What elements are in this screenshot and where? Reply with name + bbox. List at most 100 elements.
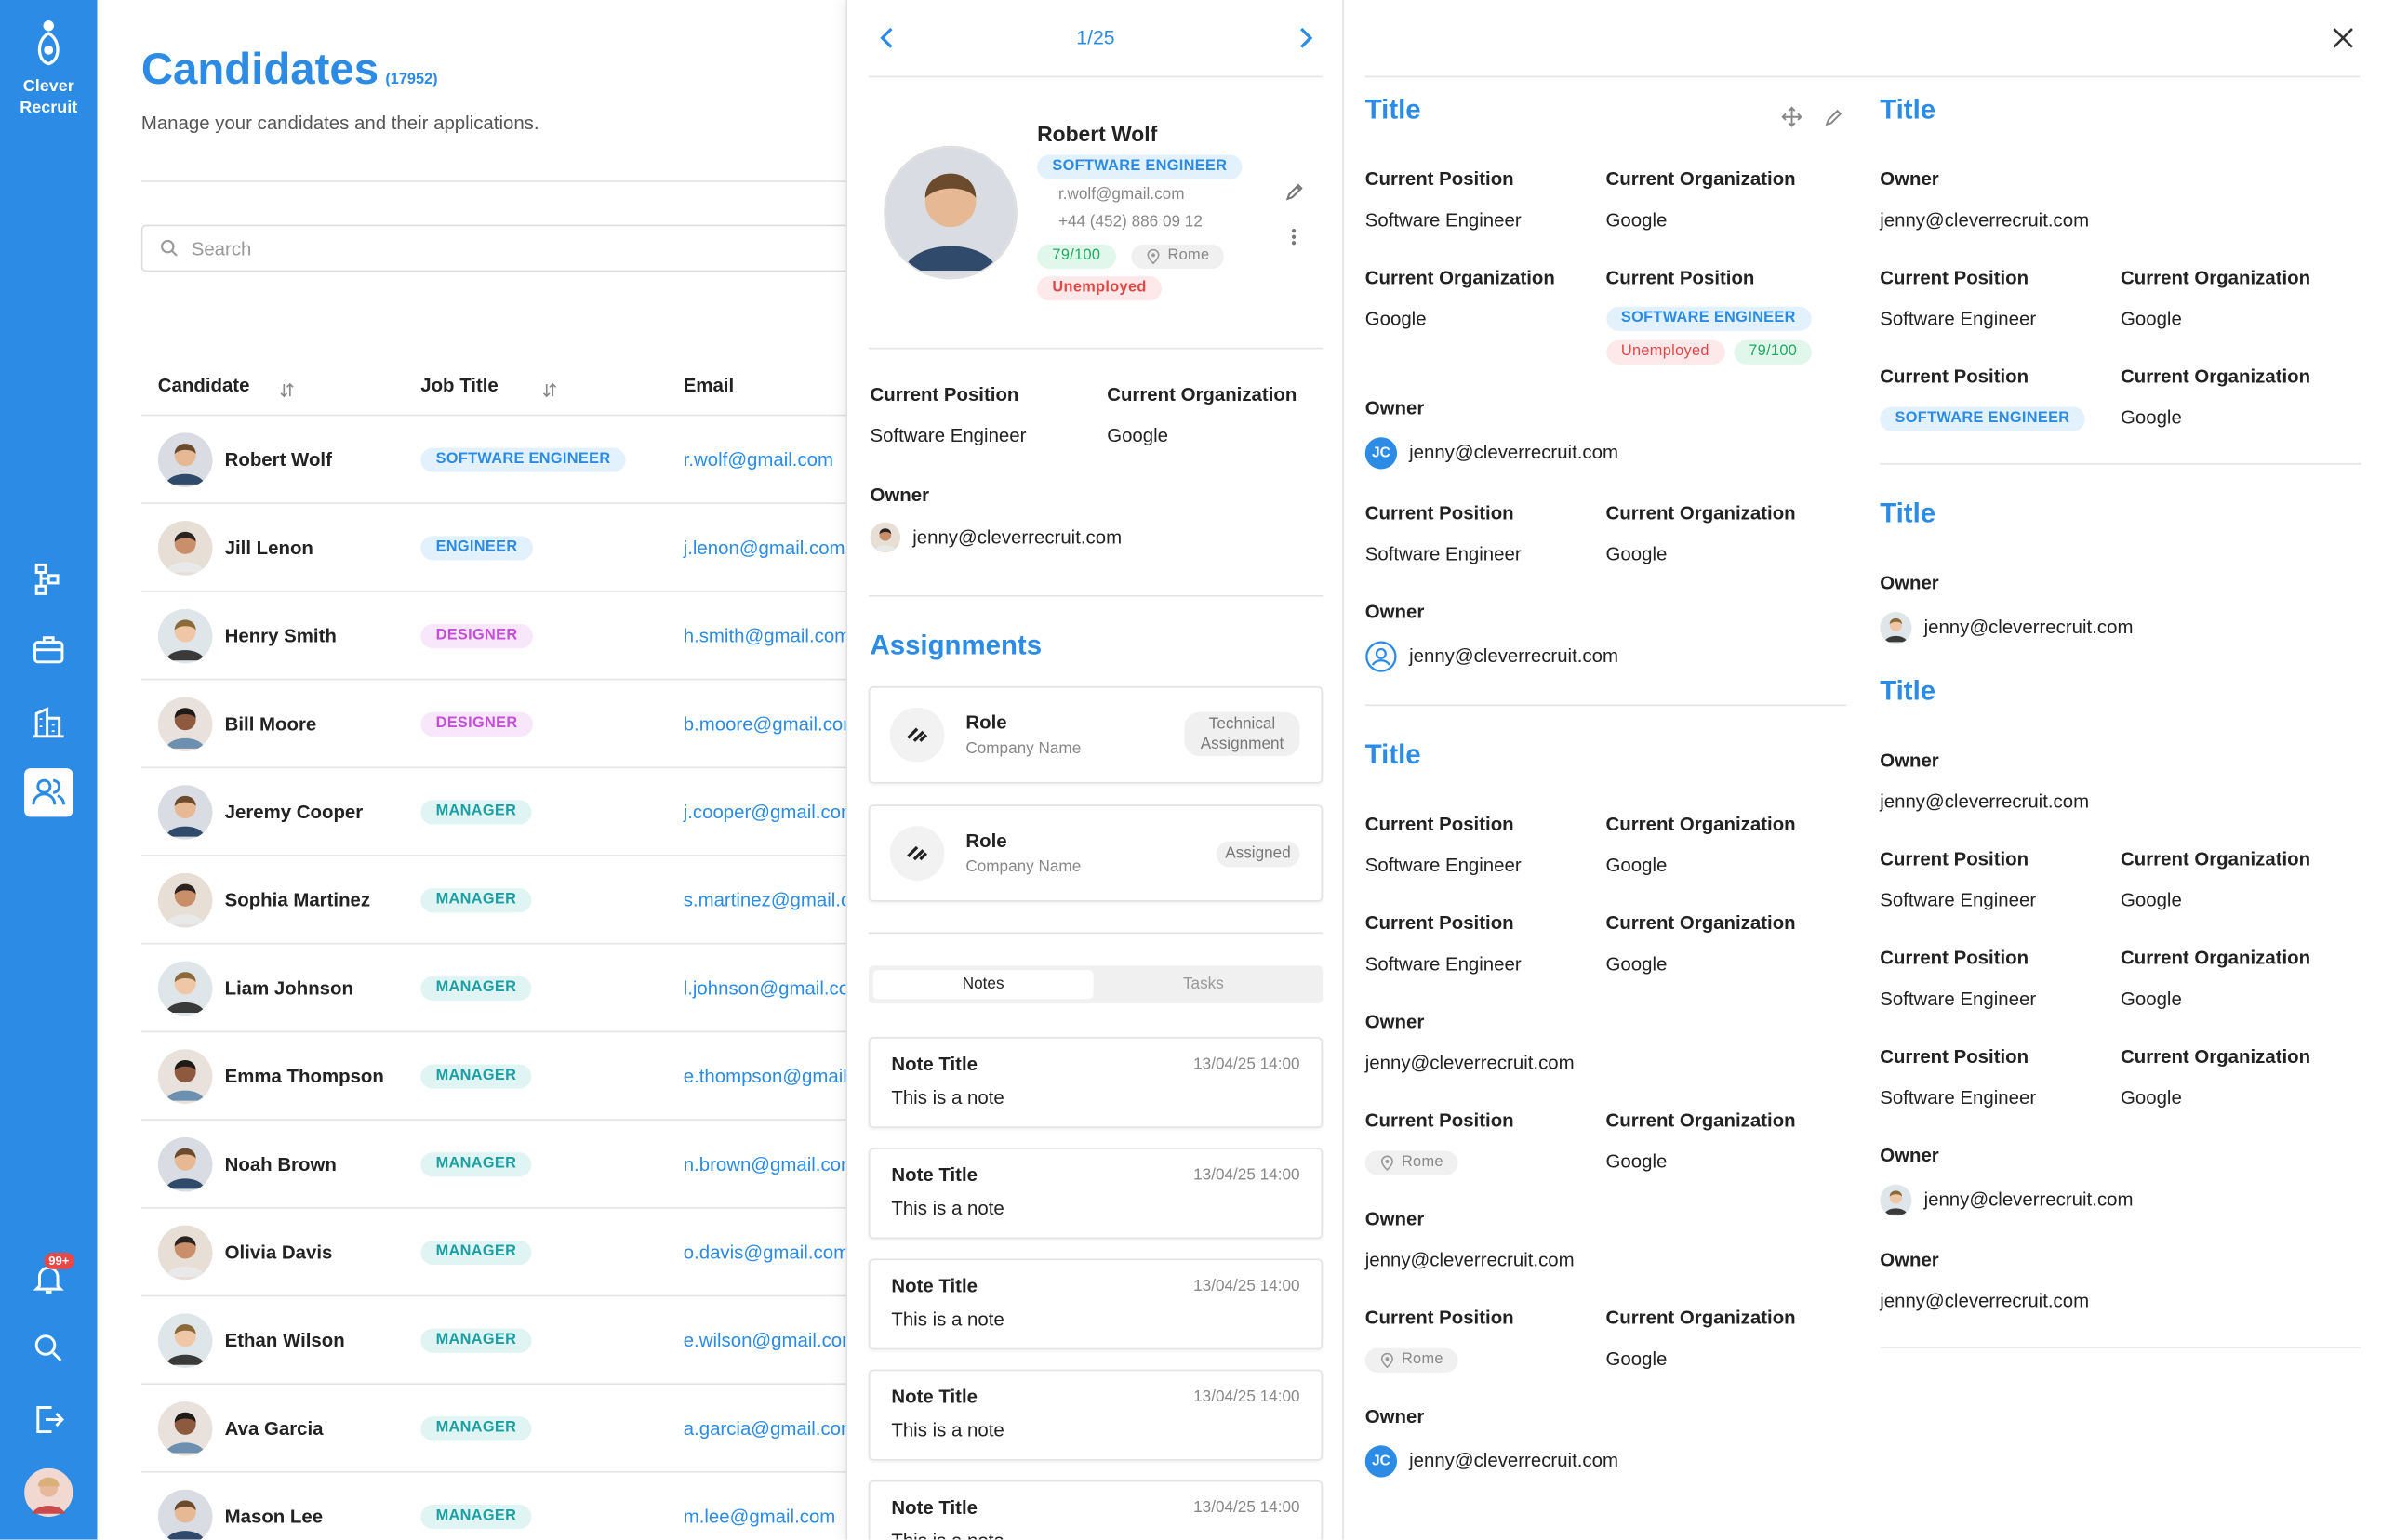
brand: Recruit bbox=[20, 99, 78, 117]
table-row[interactable]: Bill Moore DESIGNER b.moore@gmail.com bbox=[140, 680, 858, 769]
table-row[interactable]: Noah Brown MANAGER n.brown@gmail.com bbox=[140, 1121, 858, 1209]
field-text: Google bbox=[1605, 855, 1668, 877]
table-row[interactable]: Liam Johnson MANAGER l.johnson@gmail.com bbox=[140, 945, 865, 1033]
assignment-card[interactable]: Role Company Name Assigned bbox=[868, 804, 1324, 902]
search-box[interactable]: Search bbox=[140, 224, 873, 272]
field-value: Google bbox=[2121, 405, 2361, 431]
field-label: Current Position bbox=[1880, 1045, 2029, 1068]
field-label: Current Organization bbox=[1605, 814, 1796, 835]
field-label: Current Organization bbox=[1605, 502, 1796, 524]
avatar-photo bbox=[157, 608, 213, 664]
field: Current Organization Google bbox=[2121, 1044, 2361, 1111]
table-row[interactable]: Mason Lee MANAGER m.lee@gmail.com bbox=[141, 1473, 855, 1540]
field: Current Organization Google bbox=[1606, 1109, 1847, 1175]
field-text: jenny@cleverrecruit.com bbox=[1880, 209, 2090, 232]
note-card[interactable]: Note Title 13/04/25 14:00 This is a note bbox=[868, 1037, 1324, 1129]
field-text: Software Engineer bbox=[1364, 543, 1522, 565]
avatar bbox=[157, 697, 213, 752]
row-divider bbox=[140, 1206, 856, 1209]
field-text: Software Engineer bbox=[1880, 988, 2037, 1010]
field-value: Google bbox=[1606, 208, 1847, 234]
table-row[interactable]: Emma Thompson MANAGER e.thompson@gmail.com bbox=[140, 1032, 888, 1121]
field-value: jenny@cleverrecruit.com bbox=[1880, 1184, 2361, 1216]
divider bbox=[1364, 75, 2361, 78]
logout-icon[interactable] bbox=[31, 1401, 67, 1438]
pipeline-icon[interactable] bbox=[31, 560, 67, 596]
jobs-icon[interactable] bbox=[31, 631, 67, 668]
search-placeholder: Search bbox=[191, 238, 252, 260]
field: Current Organization Google bbox=[2121, 365, 2361, 431]
next-button[interactable] bbox=[1298, 27, 1313, 56]
title-actions[interactable] bbox=[1781, 103, 1845, 135]
prev-button[interactable] bbox=[879, 27, 894, 56]
row-divider bbox=[140, 1471, 856, 1473]
assignment-status: Assigned bbox=[1216, 841, 1300, 867]
field-label: Owner bbox=[1880, 1249, 1939, 1271]
field-value: Google bbox=[1606, 1149, 1847, 1175]
assignment-status: Technical Assignment bbox=[1184, 711, 1300, 757]
field-value: Google bbox=[1365, 307, 1606, 333]
field: Current Organization Google bbox=[2121, 266, 2361, 333]
candidates-nav-active[interactable] bbox=[24, 768, 73, 817]
pager: 1/25 bbox=[1076, 25, 1115, 49]
candidate-email: n.brown@gmail.com bbox=[683, 1153, 858, 1175]
field-row: Current Position Software Engineer Current… bbox=[1365, 812, 1847, 910]
table-row[interactable]: Robert Wolf SOFTWARE ENGINEER r.wolf@gmail… bbox=[140, 416, 856, 505]
more-button[interactable] bbox=[1291, 226, 1297, 253]
field: Current Position Software Engineer bbox=[1880, 946, 2121, 1013]
status-tag: Unemployed bbox=[1037, 276, 1163, 301]
avatar-photo bbox=[157, 1049, 213, 1104]
candidate-email: l.johnson@gmail.com bbox=[683, 977, 866, 1000]
column-header: Email bbox=[683, 375, 735, 397]
section-title: Title bbox=[1880, 675, 1936, 707]
tag: SOFTWARE ENGINEER bbox=[1880, 405, 2085, 431]
search-icon[interactable] bbox=[31, 1330, 67, 1366]
note-card[interactable]: Note Title 13/04/25 14:00 This is a note bbox=[868, 1480, 1324, 1540]
edit-button[interactable] bbox=[1284, 182, 1303, 209]
field-text: jenny@cleverrecruit.com bbox=[1880, 790, 2090, 813]
field-value: jenny@cleverrecruit.com bbox=[1880, 208, 2132, 234]
candidate-email: j.cooper@gmail.com bbox=[683, 802, 858, 823]
user-avatar[interactable] bbox=[24, 1467, 73, 1518]
row-divider bbox=[140, 591, 856, 592]
avatar bbox=[157, 1136, 213, 1192]
field-text: Google bbox=[2121, 406, 2182, 429]
field-text: jenny@cleverrecruit.com bbox=[1409, 1450, 1618, 1472]
field-row: Current Position Software Engineer Current… bbox=[1365, 911, 1847, 1010]
field-label: Current Position bbox=[1364, 1307, 1514, 1329]
table-row[interactable]: Henry Smith DESIGNER h.smith@gmail.com bbox=[140, 592, 856, 681]
table-row[interactable]: Sophia Martinez MANAGER s.martinez@gmail.c… bbox=[140, 856, 877, 945]
avatar-photo bbox=[1880, 1184, 1912, 1216]
table-row[interactable]: Jeremy Cooper MANAGER j.cooper@gmail.com bbox=[140, 768, 858, 856]
job-tag: MANAGER bbox=[420, 888, 532, 913]
companies-icon[interactable] bbox=[31, 705, 67, 741]
close-button[interactable] bbox=[2333, 27, 2354, 48]
field: Current Position Rome bbox=[1364, 1109, 1606, 1175]
row-divider bbox=[140, 1294, 856, 1297]
field-label: Current Organization bbox=[1107, 384, 1297, 405]
panel-column: Title Current Position Software Engineer Cu… bbox=[1364, 94, 1847, 1509]
table-row[interactable]: Olivia Davis MANAGER o.davis@gmail.com bbox=[140, 1209, 856, 1297]
candidate-name: Ava Garcia bbox=[224, 1417, 324, 1440]
sort-icon[interactable] bbox=[542, 378, 557, 405]
owner-photo bbox=[1880, 611, 1912, 644]
table-row[interactable]: Ethan Wilson MANAGER e.wilson@gmail.com bbox=[140, 1296, 858, 1385]
sort-icon[interactable] bbox=[279, 378, 294, 405]
job-tag: SOFTWARE ENGINEER bbox=[420, 447, 626, 472]
table-row[interactable]: Ava Garcia MANAGER a.garcia@gmail.com bbox=[140, 1385, 857, 1473]
field-value: Software Engineer bbox=[1880, 1085, 2121, 1111]
tab[interactable]: Tasks bbox=[1182, 975, 1224, 993]
assignment-card[interactable]: Role Company Name Technical Assignment bbox=[868, 685, 1324, 784]
note-card[interactable]: Note Title 13/04/25 14:00 This is a note bbox=[868, 1148, 1324, 1240]
note-card[interactable]: Note Title 13/04/25 14:00 This is a note bbox=[868, 1258, 1324, 1350]
location-pin bbox=[1380, 1154, 1393, 1170]
tab[interactable]: Notes bbox=[872, 970, 1094, 1000]
field-text: Software Engineer bbox=[1364, 209, 1522, 232]
table-row[interactable]: Jill Lenon ENGINEER j.lenon@gmail.com bbox=[140, 504, 856, 592]
avatar bbox=[157, 1401, 213, 1456]
candidate-email: e.thompson@gmail.com bbox=[683, 1066, 889, 1087]
job-tag: MANAGER bbox=[420, 1328, 532, 1353]
field-text: jenny@cleverrecruit.com bbox=[1409, 442, 1618, 463]
note-card[interactable]: Note Title 13/04/25 14:00 This is a note bbox=[868, 1369, 1324, 1461]
